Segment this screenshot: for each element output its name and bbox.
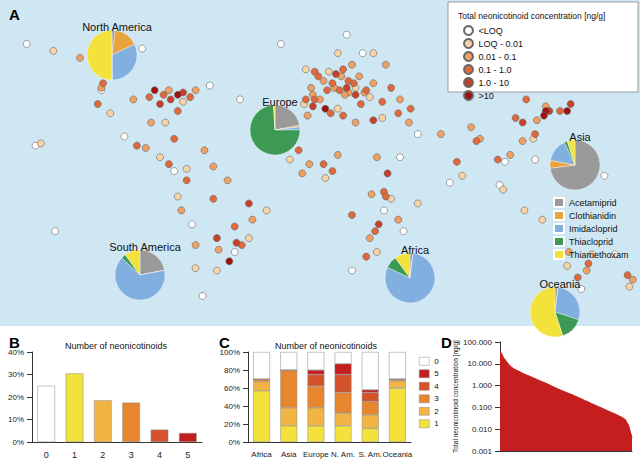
svg-text:Africa: Africa [251,450,272,459]
svg-text:4: 4 [157,450,162,460]
svg-text:0: 0 [434,357,439,366]
svg-text:South America: South America [109,241,181,253]
svg-text:1.000: 1.000 [472,381,493,390]
svg-text:3: 3 [129,450,134,460]
svg-text:N. Am.: N. Am. [331,450,355,459]
svg-text:0.1 - 1.0: 0.1 - 1.0 [479,65,512,75]
svg-text:A: A [9,6,20,23]
svg-text:1.0 - 10: 1.0 - 10 [479,78,510,88]
svg-text:Number of neonicotinoids: Number of neonicotinoids [65,341,168,351]
svg-text:B: B [9,334,20,351]
svg-text:0.001: 0.001 [472,447,493,456]
svg-text:100%: 100% [219,347,240,357]
svg-text:North America: North America [82,21,153,33]
svg-text:4: 4 [434,382,439,391]
svg-text:2: 2 [100,450,105,460]
svg-text:60%: 60% [224,384,240,393]
svg-text:S. Am.: S. Am. [358,450,382,459]
svg-text:0.01 - 0.1: 0.01 - 0.1 [479,52,517,62]
svg-text:Europe: Europe [303,450,329,459]
svg-text:Imidacloprid: Imidacloprid [569,224,618,234]
svg-text:20%: 20% [224,420,240,429]
svg-text:Total neonicotinoid concentrat: Total neonicotinoid concentration [ng/g] [458,11,605,21]
svg-text:<LOQ: <LOQ [479,26,503,36]
svg-text:Number of neonicotinoids: Number of neonicotinoids [275,341,378,351]
svg-text:5: 5 [185,450,190,460]
svg-text:Total neonicotinoid concentrat: Total neonicotinoid concentration [ng/g] [452,340,460,453]
svg-text:0%: 0% [12,438,24,447]
svg-text:Oceania: Oceania [383,450,413,459]
svg-text:40%: 40% [8,347,24,357]
svg-text:Europe: Europe [262,96,297,108]
svg-text:0.010: 0.010 [472,425,493,434]
svg-text:30%: 30% [8,370,24,379]
svg-text:1: 1 [72,450,77,460]
svg-text:1: 1 [434,419,439,428]
svg-text:0.100: 0.100 [472,403,493,412]
svg-text:20%: 20% [8,393,24,402]
svg-text:Acetamiprid: Acetamiprid [569,198,617,208]
svg-text:Thiacloprid: Thiacloprid [569,237,613,247]
svg-text:Asia: Asia [281,450,297,459]
svg-text:Thiamethoxam: Thiamethoxam [569,250,629,260]
svg-text:10.000: 10.000 [468,359,493,368]
svg-text:D: D [441,334,452,351]
svg-text:Africa: Africa [401,244,430,256]
svg-text:0: 0 [44,450,49,460]
svg-text:3: 3 [434,394,439,403]
svg-text:2: 2 [434,407,439,416]
svg-text:>10: >10 [479,91,494,101]
svg-text:Clothianidin: Clothianidin [569,211,616,221]
svg-text:5: 5 [434,369,439,378]
svg-text:40%: 40% [224,402,240,411]
svg-text:C: C [219,334,230,351]
svg-text:10%: 10% [8,415,24,424]
svg-text:80%: 80% [224,366,240,375]
svg-text:LOQ - 0.01: LOQ - 0.01 [479,39,524,49]
svg-text:Oceania: Oceania [540,278,582,290]
svg-text:Asia: Asia [569,131,591,143]
svg-text:100.000: 100.000 [463,338,492,347]
svg-text:0%: 0% [228,438,240,447]
